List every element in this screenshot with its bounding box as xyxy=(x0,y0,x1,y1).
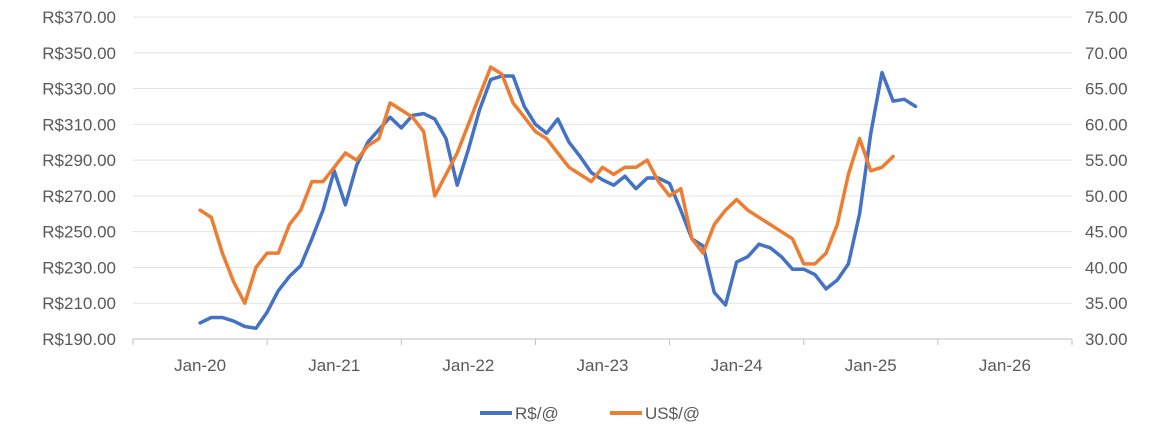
right-y-tick-label: 60.00 xyxy=(1085,115,1128,134)
left-y-tick-label: R$190.00 xyxy=(42,330,116,349)
x-tick-label: Jan-24 xyxy=(711,356,763,375)
right-y-tick-label: 35.00 xyxy=(1085,294,1128,313)
legend-label: R$/@ xyxy=(515,404,559,423)
right-y-tick-label: 65.00 xyxy=(1085,80,1128,99)
left-y-tick-label: R$350.00 xyxy=(42,44,116,63)
right-y-tick-label: 70.00 xyxy=(1085,44,1128,63)
right-y-tick-label: 30.00 xyxy=(1085,330,1128,349)
x-tick-label: Jan-26 xyxy=(979,356,1031,375)
x-tick-label: Jan-20 xyxy=(174,356,226,375)
x-axis: Jan-20 Jan-21 Jan-22 Jan-23 Jan-24 Jan-25 Jan-… xyxy=(132,339,1073,375)
left-y-tick-label: R$310.00 xyxy=(42,115,116,134)
gridlines xyxy=(133,16,1072,340)
right-y-tick-label: 45.00 xyxy=(1085,223,1128,242)
right-y-tick-label: 40.00 xyxy=(1085,258,1128,277)
left-y-tick-label: R$290.00 xyxy=(42,151,116,170)
left-y-tick-label: R$330.00 xyxy=(42,80,116,99)
series-layer xyxy=(198,65,918,331)
right-y-tick-label: 55.00 xyxy=(1085,151,1128,170)
x-tick-label: Jan-25 xyxy=(845,356,897,375)
left-y-tick-label: R$270.00 xyxy=(42,187,116,206)
x-tick-label: Jan-22 xyxy=(442,356,494,375)
x-tick-label: Jan-23 xyxy=(577,356,629,375)
left-axis: R$190.00 R$210.00 R$230.00 R$250.00 R$270.00… xyxy=(42,8,116,349)
legend: R$/@ US$/@ xyxy=(480,404,700,423)
right-y-tick-label: 75.00 xyxy=(1085,8,1128,27)
left-y-tick-label: R$370.00 xyxy=(42,8,116,27)
right-axis: 30.00 35.00 40.00 45.00 50.00 55.00 60.00 65.00… xyxy=(1085,8,1128,349)
left-y-tick-label: R$230.00 xyxy=(42,258,116,277)
series-line-1 xyxy=(198,70,918,331)
left-y-tick-label: R$250.00 xyxy=(42,223,116,242)
right-y-tick-label: 50.00 xyxy=(1085,187,1128,206)
series-line-2 xyxy=(198,65,895,305)
legend-label: US$/@ xyxy=(645,404,700,423)
left-y-tick-label: R$210.00 xyxy=(42,294,116,313)
x-tick-label: Jan-21 xyxy=(308,356,360,375)
